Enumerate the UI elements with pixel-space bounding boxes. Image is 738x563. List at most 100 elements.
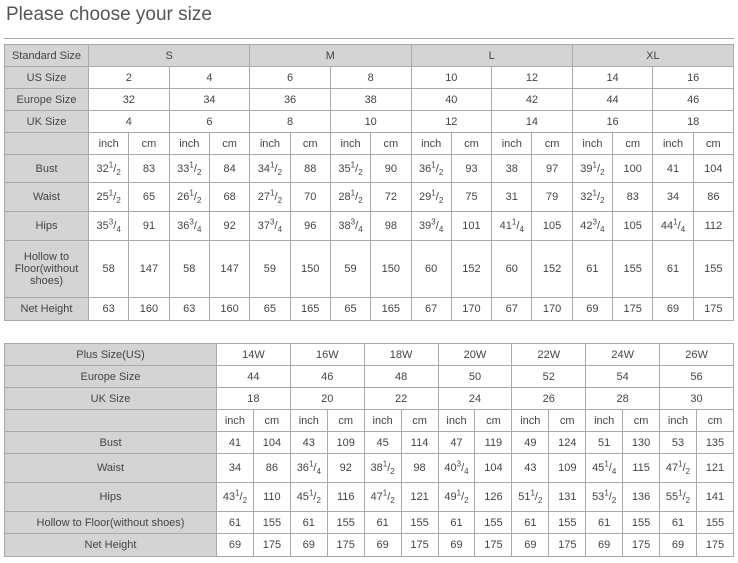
measure-cell: 59 xyxy=(249,240,291,298)
measure-cell: 155 xyxy=(695,511,735,534)
row-label: Hips xyxy=(4,482,217,512)
measure-cell: 41 xyxy=(216,431,254,454)
measure-cell: 351/2 xyxy=(329,154,372,183)
measure-cell: 261/2 xyxy=(168,182,210,212)
measure-cell: 83 xyxy=(612,182,654,212)
size-cell: 30 xyxy=(659,387,734,410)
measure-cell: 98 xyxy=(400,453,439,483)
unit-header: cm xyxy=(474,409,513,432)
measure-cell: 155 xyxy=(252,511,291,534)
row-label: UK Size xyxy=(4,387,217,410)
unit-header: inch xyxy=(659,409,697,432)
measure-cell: 175 xyxy=(252,533,291,557)
size-cell: 54 xyxy=(585,365,661,388)
measure-cell: 121 xyxy=(400,482,439,512)
measure-cell: 69 xyxy=(289,533,328,557)
size-cell: 18 xyxy=(216,387,291,410)
measure-cell: 331/2 xyxy=(168,154,210,183)
measure-cell: 155 xyxy=(692,240,735,298)
table-row: inch cm inch cm inch cm inch cm inch cm inch cm inch… xyxy=(4,132,735,155)
table-row: inch cm inch cm inch cm inch cm inch cm inch cm inch… xyxy=(4,409,735,432)
measure-cell: 321/2 xyxy=(571,182,614,212)
size-cell: 26W xyxy=(659,343,734,366)
measure-cell: 61 xyxy=(216,511,254,534)
measure-cell: 61 xyxy=(289,511,328,534)
measure-cell: 49 xyxy=(511,431,550,454)
measure-cell: 59 xyxy=(329,240,372,298)
measure-cell: 69 xyxy=(571,297,614,321)
measure-cell: 69 xyxy=(659,533,697,557)
measure-cell: 271/2 xyxy=(249,182,291,212)
unit-header: inch xyxy=(652,132,694,155)
measure-cell: 175 xyxy=(548,533,587,557)
measure-cell: 34 xyxy=(216,453,254,483)
measure-cell: 100 xyxy=(612,154,654,183)
measure-cell: 403/4 xyxy=(437,453,476,483)
measure-cell: 114 xyxy=(400,431,439,454)
measure-cell: 53 xyxy=(659,431,697,454)
table-row: Hips 353/4 91 363/4 92 373/4 96 383/4 98 393/4 101… xyxy=(4,211,735,241)
measure-cell: 471/2 xyxy=(363,482,402,512)
size-cell: 20 xyxy=(289,387,365,410)
size-cell: 14W xyxy=(216,343,291,366)
measure-cell: 152 xyxy=(450,240,493,298)
unit-header: inch xyxy=(511,409,550,432)
measure-cell: 61 xyxy=(437,511,476,534)
row-label: Waist xyxy=(4,453,217,483)
unit-header: cm xyxy=(692,132,735,155)
measure-cell: 86 xyxy=(692,182,735,212)
size-cell: 32 xyxy=(88,88,170,111)
row-label xyxy=(4,132,89,155)
measure-cell: 83 xyxy=(128,154,170,183)
measure-cell: 65 xyxy=(128,182,170,212)
measure-cell: 147 xyxy=(128,240,170,298)
row-label: Net Height xyxy=(4,533,217,557)
measure-cell: 423/4 xyxy=(571,211,614,241)
measure-cell: 43 xyxy=(289,431,328,454)
table-row: UK Size 4 6 8 10 12 14 16 18 xyxy=(4,110,734,133)
measure-cell: 165 xyxy=(289,297,331,321)
measure-cell: 155 xyxy=(548,511,587,534)
measure-cell: 75 xyxy=(450,182,493,212)
table-row: Hollow to Floor(without shoes) 61 155 61 155… xyxy=(4,511,735,534)
measure-cell: 363/4 xyxy=(168,211,210,241)
measure-cell: 121 xyxy=(695,453,735,483)
size-cell: 16W xyxy=(289,343,365,366)
size-cell: 24W xyxy=(585,343,661,366)
unit-header: inch xyxy=(571,132,614,155)
row-label: UK Size xyxy=(4,110,89,133)
measure-cell: 393/4 xyxy=(410,211,452,241)
table-row: UK Size 18 20 22 24 26 28 30 xyxy=(4,387,734,410)
measure-cell: 361/2 xyxy=(410,154,452,183)
measure-cell: 531/2 xyxy=(585,482,624,512)
measure-cell: 150 xyxy=(370,240,412,298)
row-label: Standard Size xyxy=(4,44,89,67)
unit-header: inch xyxy=(249,132,291,155)
measure-cell: 150 xyxy=(289,240,331,298)
measure-cell: 160 xyxy=(128,297,170,321)
divider xyxy=(4,38,734,39)
measure-cell: 31 xyxy=(491,182,533,212)
standard-size-cell: M xyxy=(249,44,412,67)
measure-cell: 175 xyxy=(692,297,735,321)
unit-header: cm xyxy=(252,409,291,432)
measure-cell: 67 xyxy=(491,297,533,321)
table-row: Europe Size 44 46 48 50 52 54 56 xyxy=(4,365,734,388)
size-cell: 8 xyxy=(329,66,412,89)
unit-header: inch xyxy=(168,132,210,155)
unit-header: inch xyxy=(216,409,254,432)
row-label xyxy=(4,409,217,432)
measure-cell: 165 xyxy=(370,297,412,321)
measure-cell: 136 xyxy=(622,482,661,512)
measure-cell: 72 xyxy=(370,182,412,212)
table-row: Bust 41 104 43 109 45 114 47 119 49 124 51 130 53 135 xyxy=(4,431,735,454)
unit-header: inch xyxy=(491,132,533,155)
measure-cell: 69 xyxy=(585,533,624,557)
measure-cell: 124 xyxy=(548,431,587,454)
unit-header: cm xyxy=(531,132,573,155)
size-cell: 46 xyxy=(289,365,365,388)
measure-cell: 175 xyxy=(474,533,513,557)
measure-cell: 373/4 xyxy=(249,211,291,241)
measure-cell: 60 xyxy=(491,240,533,298)
measure-cell: 61 xyxy=(585,511,624,534)
